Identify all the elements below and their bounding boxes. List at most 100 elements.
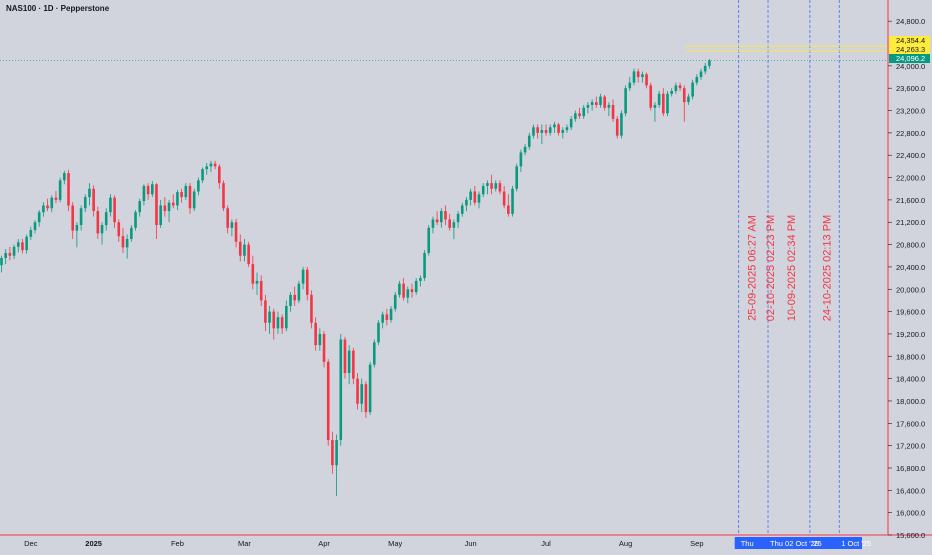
candle-body xyxy=(389,308,393,320)
candle-body xyxy=(569,118,573,128)
candle-body xyxy=(150,184,154,195)
candle-body xyxy=(301,269,305,284)
candle-body xyxy=(628,82,632,89)
candle-body xyxy=(230,222,234,228)
y-tick-label: 16,800.0 xyxy=(896,464,925,473)
x-tick-label: Apr xyxy=(318,539,330,548)
candle-body xyxy=(268,311,271,323)
x-tick-label: May xyxy=(388,539,402,548)
candle-body xyxy=(532,127,535,136)
candle-body xyxy=(431,219,435,228)
candle-body xyxy=(213,163,217,167)
candle-body xyxy=(293,294,297,301)
candle-body xyxy=(259,280,263,301)
candle-body xyxy=(406,289,410,298)
candle-body xyxy=(519,152,523,167)
candle-body xyxy=(515,166,519,189)
y-tick-label: 21,600.0 xyxy=(896,196,925,205)
candle-body xyxy=(16,242,20,247)
candle-body xyxy=(494,183,498,189)
candle-body xyxy=(29,230,33,237)
candle-body xyxy=(695,77,699,83)
candle-body xyxy=(687,96,690,103)
candle-body xyxy=(297,283,301,301)
y-tick-label: 20,800.0 xyxy=(896,241,925,250)
candle-body xyxy=(691,82,694,97)
level-price-tag xyxy=(889,45,930,54)
candle-body xyxy=(285,306,288,329)
candle-body xyxy=(527,135,531,147)
level-price-tag xyxy=(889,36,930,45)
level-price-label: 24,354.4 xyxy=(896,36,925,45)
annotation-text: 10-09-2025 02:34 PM xyxy=(786,215,798,321)
candle-body xyxy=(645,74,648,86)
candle-body xyxy=(138,201,142,213)
candle-body xyxy=(594,102,598,105)
candle-body xyxy=(548,127,552,133)
candle-body xyxy=(414,280,418,293)
candle-body xyxy=(42,205,45,213)
y-tick-label: 17,200.0 xyxy=(896,442,925,451)
y-tick-label: 19,200.0 xyxy=(896,330,925,339)
candle-body xyxy=(678,85,682,89)
candle-body xyxy=(448,219,451,228)
candle-body xyxy=(180,192,183,198)
candle-body xyxy=(331,440,334,466)
candle-body xyxy=(444,211,447,220)
candle-body xyxy=(130,227,133,239)
candle-body xyxy=(385,314,389,320)
candle-body xyxy=(578,113,581,117)
time-tag-label: Thu 02 Oct '25 xyxy=(770,539,819,548)
x-tick-label: Feb xyxy=(171,539,184,548)
candle-body xyxy=(565,127,569,131)
candle-body xyxy=(167,202,171,212)
candle-body xyxy=(63,173,66,181)
y-tick-label: 22,000.0 xyxy=(896,174,925,183)
candle-body xyxy=(423,252,426,279)
candle-body xyxy=(343,339,347,374)
annotation-text: 02-10-2025 02:23 PM xyxy=(765,215,777,321)
candle-body xyxy=(25,236,28,251)
y-tick-label: 22,400.0 xyxy=(896,151,925,160)
x-tick-label: Aug xyxy=(619,539,632,548)
y-tick-label: 15,600.0 xyxy=(896,531,925,540)
annotation-text: 24-10-2025 02:13 PM xyxy=(822,215,834,321)
y-tick-label: 24,800.0 xyxy=(896,17,925,26)
candle-body xyxy=(159,205,162,226)
candle-body xyxy=(410,289,414,293)
candle-body xyxy=(427,227,431,253)
y-tick-label: 20,400.0 xyxy=(896,263,925,272)
candle-body xyxy=(276,317,280,329)
candle-body xyxy=(657,93,661,105)
candle-body xyxy=(393,294,397,309)
candle-body xyxy=(682,88,686,103)
candle-body xyxy=(197,180,200,192)
candle-body xyxy=(402,283,405,298)
candle-body xyxy=(498,183,502,192)
candle-body xyxy=(33,222,37,231)
chart-title: NAS100 · 1D · Pepperstone xyxy=(6,4,110,13)
candle-body xyxy=(599,96,602,105)
candle-body xyxy=(620,113,623,136)
candle-body xyxy=(452,222,456,228)
candle-body xyxy=(356,378,359,404)
y-tick-label: 18,800.0 xyxy=(896,352,925,361)
candle-body xyxy=(347,350,351,374)
candle-body xyxy=(134,212,137,228)
candle-body xyxy=(121,236,125,248)
candle-body xyxy=(624,88,627,114)
candle-body xyxy=(481,185,485,195)
candle-body xyxy=(251,264,255,284)
candle-body xyxy=(456,213,460,223)
candle-body xyxy=(201,169,204,181)
candle-body xyxy=(699,71,703,78)
candle-body xyxy=(486,183,489,186)
candle-body xyxy=(703,65,707,72)
candle-body xyxy=(419,278,422,281)
candle-body xyxy=(192,191,196,209)
candle-body xyxy=(469,191,472,200)
candle-body xyxy=(582,107,586,117)
candle-body xyxy=(310,294,313,323)
